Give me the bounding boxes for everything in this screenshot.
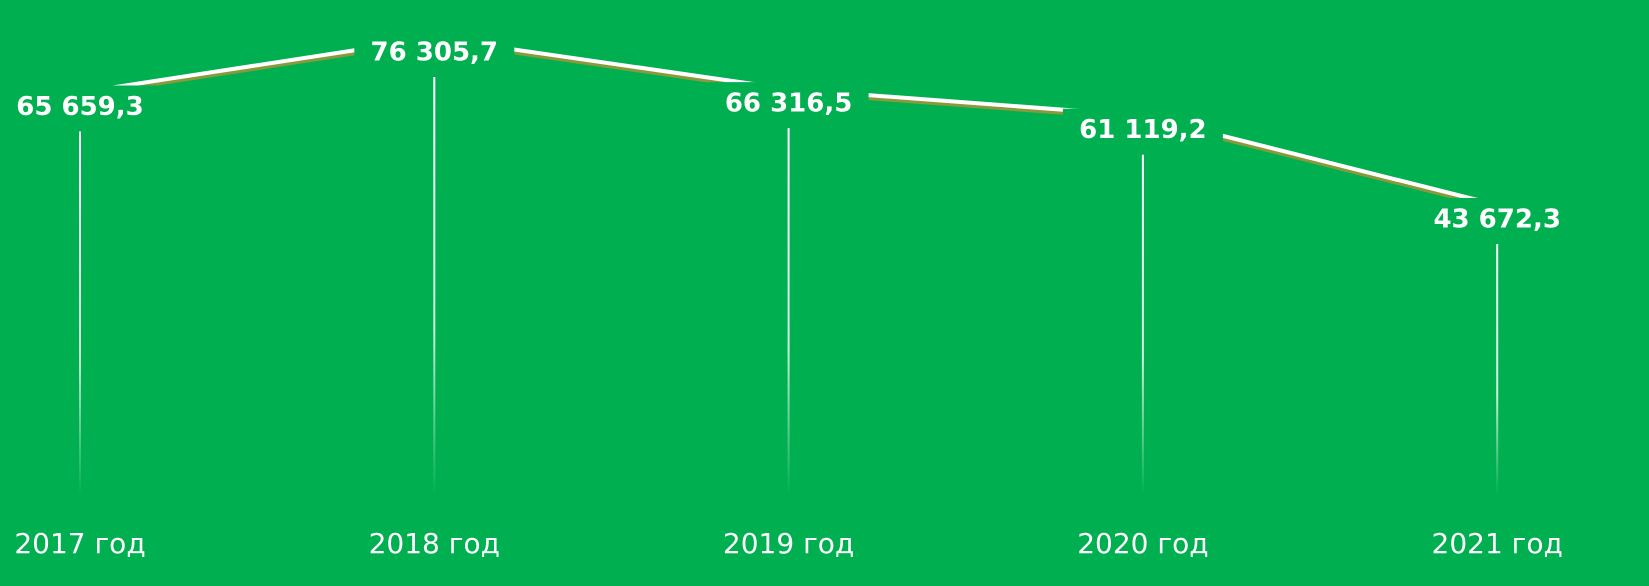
x-tick-label: 2017 год (14, 527, 145, 560)
data-label: 43 672,3 (1433, 205, 1560, 235)
x-tick-label: 2020 год (1077, 527, 1208, 560)
label-background (1417, 198, 1578, 242)
drop-line (1496, 244, 1499, 495)
data-label: 76 305,7 (371, 38, 498, 68)
data-label: 61 119,2 (1079, 115, 1206, 145)
data-label: 65 659,3 (16, 92, 143, 122)
drop-line (79, 131, 81, 495)
x-tick-label: 2021 год (1432, 527, 1563, 560)
label-background (708, 82, 869, 127)
x-tick-label: 2018 год (369, 527, 500, 560)
data-label: 66 316,5 (725, 89, 852, 119)
drop-line (1141, 154, 1144, 495)
drop-line (433, 77, 436, 495)
label-background (1062, 108, 1223, 153)
label-background (0, 85, 160, 130)
x-tick-label: 2019 год (723, 527, 854, 560)
label-background (354, 31, 515, 75)
drop-line (787, 128, 790, 495)
